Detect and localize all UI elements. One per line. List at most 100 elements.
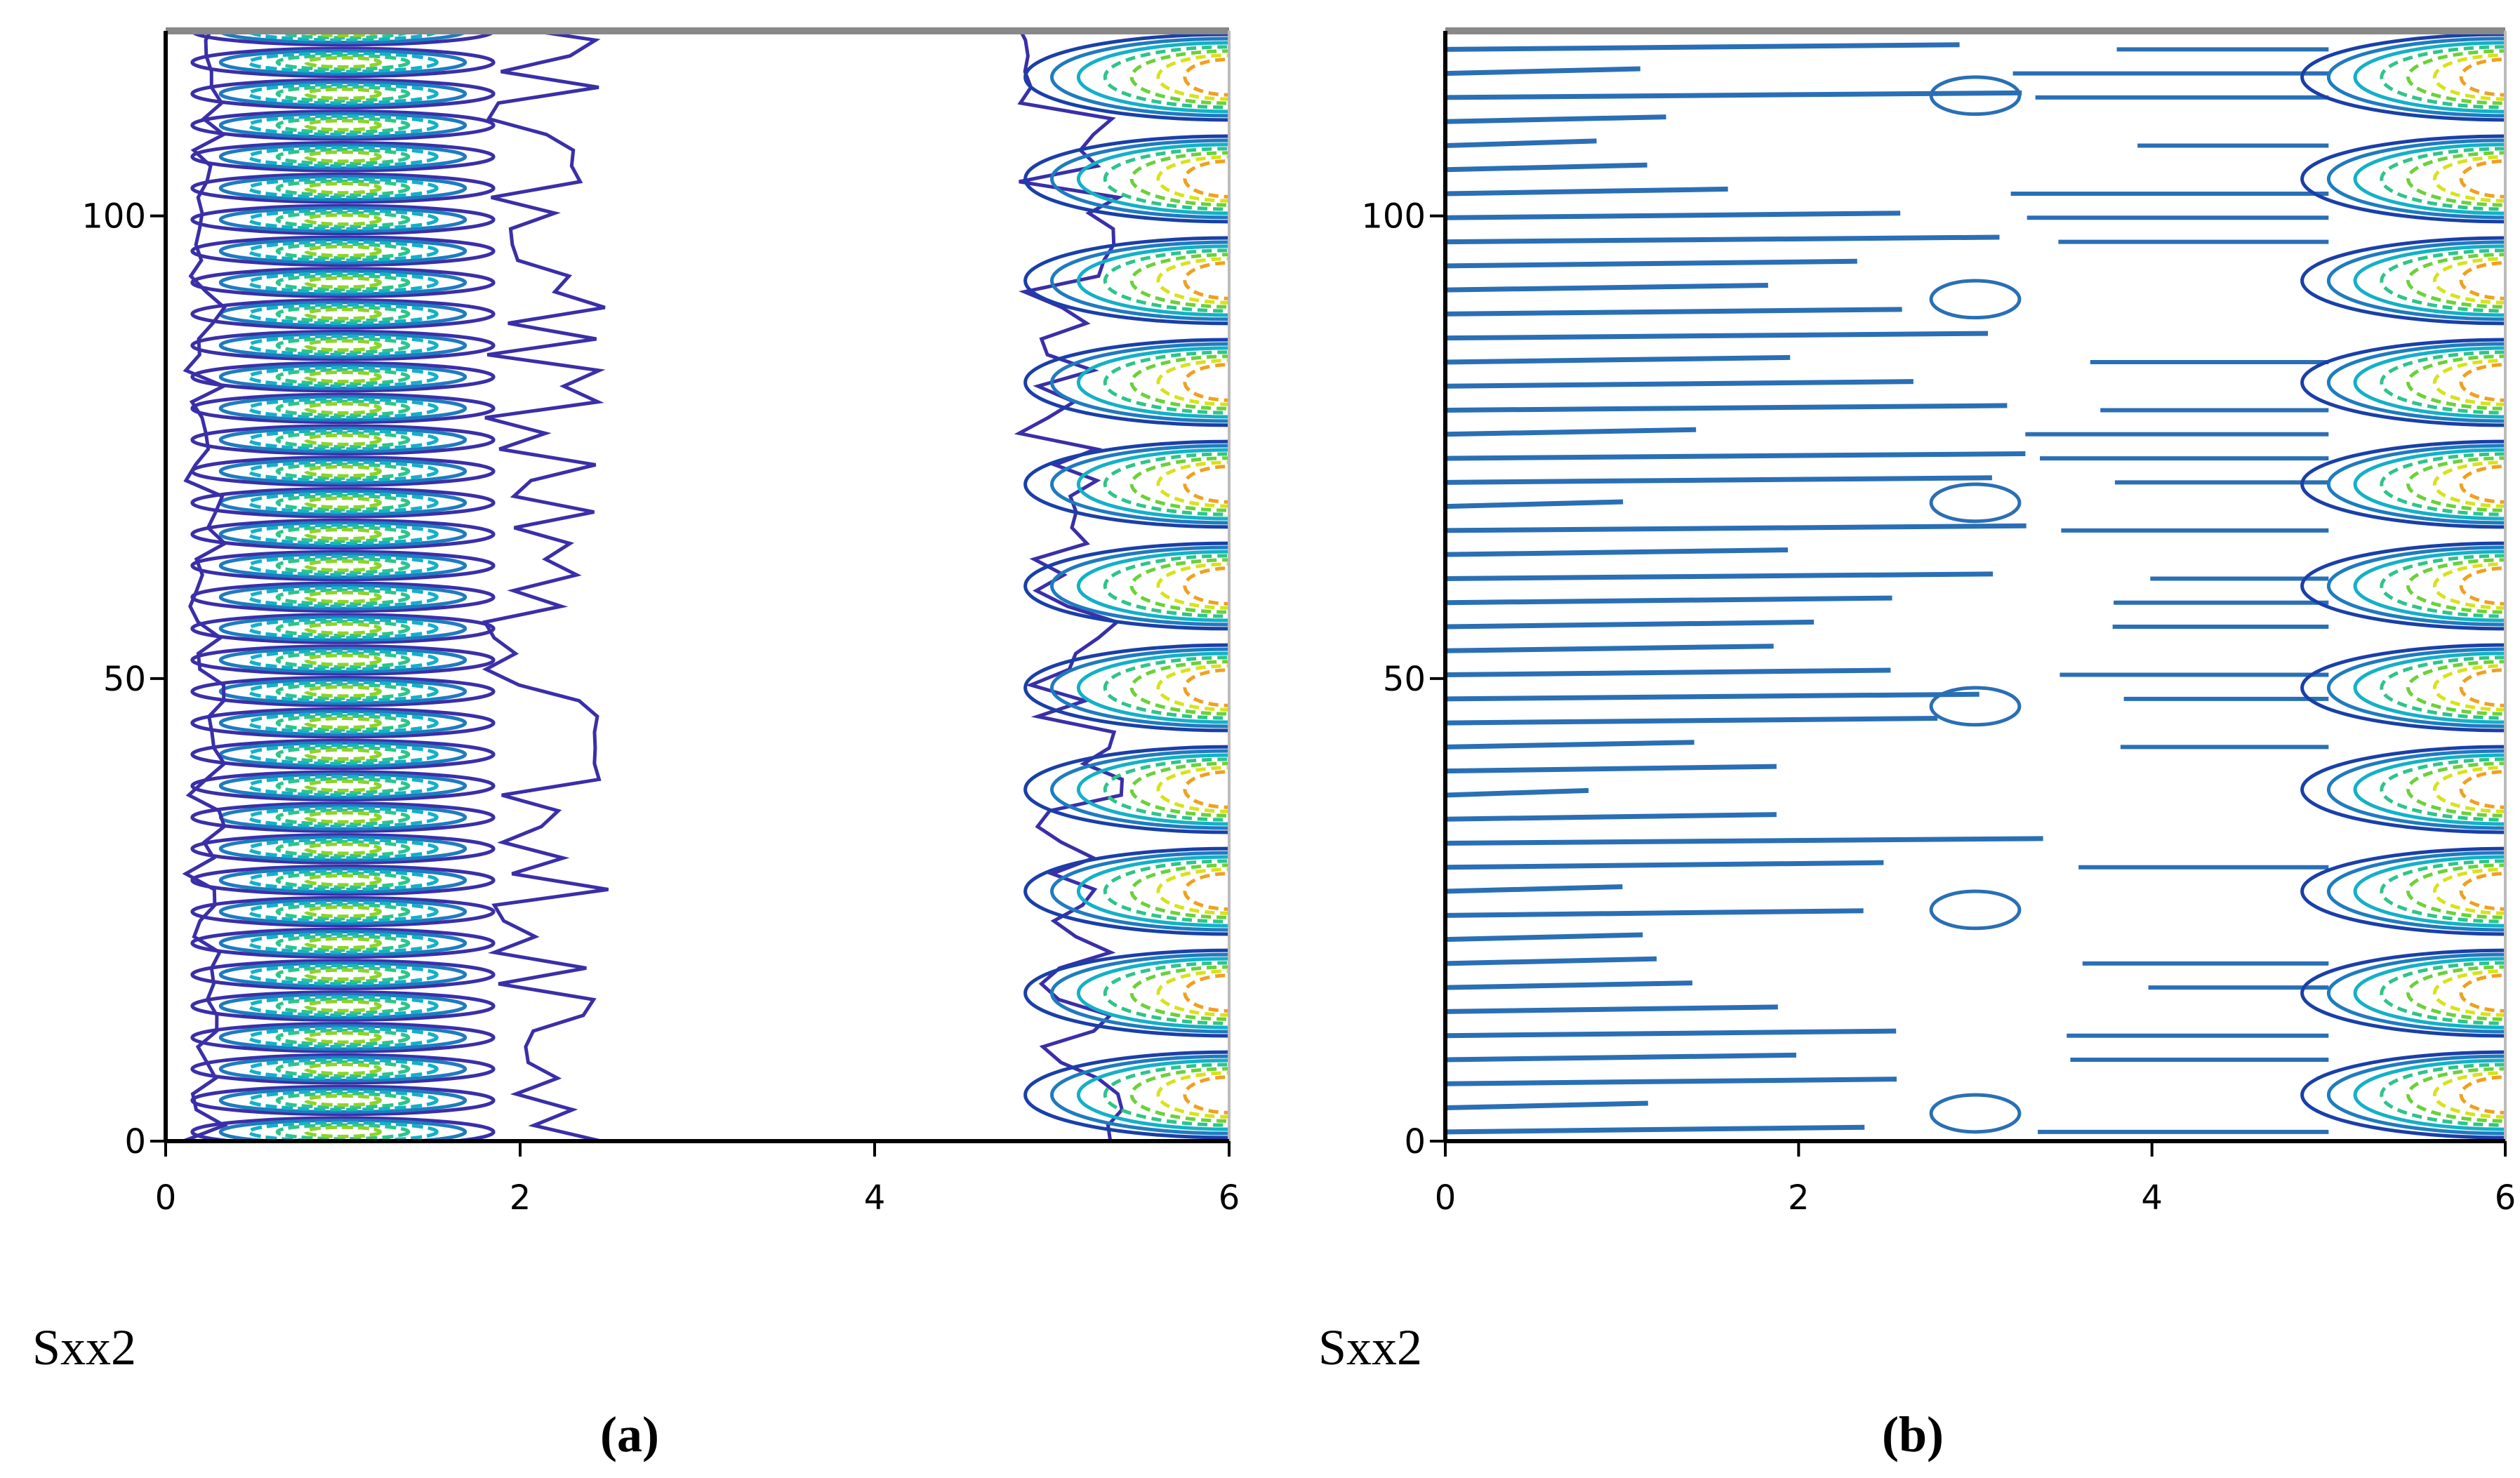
contour-line (275, 85, 411, 103)
contour-line (218, 143, 467, 171)
contour-line (247, 271, 439, 294)
contour-line (247, 82, 439, 105)
contour-line (275, 682, 411, 700)
contour-line (1445, 619, 1815, 630)
contour-line (247, 806, 439, 829)
contour-line (303, 1125, 383, 1138)
contour-line (218, 48, 467, 76)
contour-line (1103, 248, 1229, 313)
contour-line (1156, 766, 1229, 813)
contour-line (1445, 331, 1989, 341)
contour-line (275, 1123, 411, 1141)
contour-line (247, 1089, 439, 1112)
contour-line (218, 740, 467, 768)
contour-line (218, 898, 467, 926)
x-tick-label: 0 (1435, 1178, 1457, 1218)
x-tick-label: 2 (510, 1178, 531, 1218)
contour-line (247, 429, 439, 451)
contour-line (190, 31, 496, 47)
contour-line (190, 46, 496, 79)
contour-line (275, 1091, 411, 1110)
contour-line (1023, 32, 1229, 122)
contour-line (1445, 114, 1666, 124)
contour-line (1103, 961, 1229, 1025)
contour-line (218, 646, 467, 674)
contour-line (1183, 973, 1229, 1013)
contour-line (190, 990, 496, 1022)
contour-line (1445, 186, 1728, 197)
contour-line (1445, 475, 1992, 485)
contour-line (1445, 211, 1901, 220)
contour-line (1156, 1071, 1229, 1119)
contour-line (1445, 764, 1777, 774)
contour-line (247, 680, 439, 703)
contour-line (190, 676, 496, 707)
contour-line (190, 361, 496, 393)
contour-line (247, 491, 439, 514)
contour-line (190, 550, 496, 582)
contour-line (190, 172, 496, 204)
contour-line (218, 31, 467, 44)
contour-line (1050, 240, 1229, 321)
contour-line (247, 1058, 439, 1080)
contour-line (1445, 427, 1697, 437)
contour-line (303, 339, 383, 352)
contour-line (1129, 660, 1229, 716)
x-tick-label: 4 (2141, 1178, 2163, 1218)
contour-line (1050, 138, 1229, 220)
contour-line (1156, 53, 1229, 101)
contour-line (303, 182, 383, 195)
contour-line (1929, 482, 2022, 524)
contour-line (1156, 562, 1229, 610)
contour-line (1129, 761, 1229, 818)
contour-line (190, 455, 496, 487)
contour-line (1129, 354, 1229, 411)
contour-line (247, 837, 439, 860)
contour-plot (182, 31, 1229, 1141)
contour-line (218, 206, 467, 233)
contour-line (1076, 244, 1229, 317)
contour-line (1445, 523, 2027, 533)
contour-line (182, 31, 229, 1141)
contour-line (190, 487, 496, 519)
contour-line (2459, 363, 2505, 402)
contour-line (1076, 753, 1229, 826)
contour-line (1156, 257, 1229, 305)
contour-line (218, 175, 467, 202)
contour-line (275, 745, 411, 764)
contour-line (303, 999, 383, 1013)
y-tick-label: 100 (1361, 197, 1426, 237)
contour-line (1445, 162, 1647, 173)
contour-line (275, 525, 411, 543)
contour-line (275, 116, 411, 134)
contour-line (247, 712, 439, 734)
contour-line (303, 590, 383, 604)
contour-line (1445, 740, 1695, 750)
caption: (a) (600, 1406, 659, 1463)
contour-line (275, 179, 411, 197)
contour-line (1929, 279, 2022, 320)
contour-line (1445, 667, 1891, 678)
contour-line (1103, 350, 1229, 415)
contour-line (218, 772, 467, 799)
contour-line (303, 779, 383, 792)
contour-line (1929, 75, 2022, 116)
contour-line (1445, 138, 1597, 148)
contour-line (1023, 846, 1229, 936)
contour-line (303, 936, 383, 950)
contour-line (247, 1121, 439, 1141)
y-tick-label: 0 (124, 1122, 146, 1161)
contour-line (1023, 1050, 1229, 1140)
caption: (b) (1882, 1406, 1944, 1463)
contour-line (1023, 439, 1229, 529)
contour-line (1023, 948, 1229, 1038)
contour-line (275, 588, 411, 606)
contour-line (303, 685, 383, 698)
contour-line (218, 237, 467, 265)
contour-line (275, 399, 411, 418)
contour-line (1050, 851, 1229, 932)
contour-line (275, 53, 411, 72)
contour-line (1445, 812, 1777, 822)
contour-line (1076, 41, 1229, 114)
contour-line (1050, 342, 1229, 423)
